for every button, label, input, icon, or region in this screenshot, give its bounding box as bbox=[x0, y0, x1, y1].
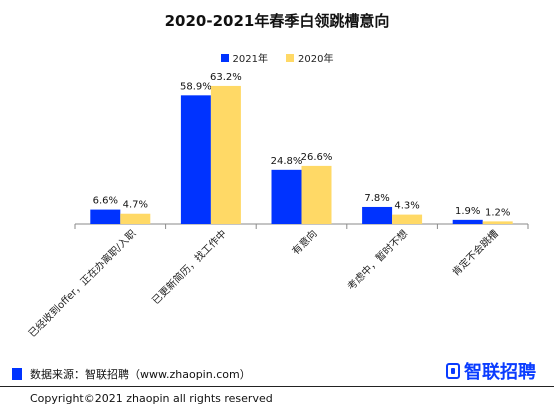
legend-swatch-2021 bbox=[220, 53, 229, 62]
source-text: 数据来源：智联招聘（www.zhaopin.com） bbox=[30, 368, 251, 381]
category-label: 考虑中，暂时不想 bbox=[344, 227, 410, 293]
legend-item-2020: 2020年 bbox=[286, 50, 333, 65]
bar-2021 bbox=[180, 95, 211, 224]
legend-label-2020: 2020年 bbox=[298, 54, 334, 65]
data-label: 58.9% bbox=[180, 81, 212, 92]
chart-legend: 2021年 2020年 bbox=[0, 50, 554, 65]
bar-2020 bbox=[392, 214, 423, 224]
bar-2021 bbox=[452, 219, 483, 224]
category-label: 肯定不会跳槽 bbox=[449, 227, 501, 279]
footer-divider bbox=[0, 386, 554, 387]
brand-name: 智联招聘 bbox=[464, 362, 536, 383]
chart-title: 2020-2021年春季白领跳槽意向 bbox=[164, 12, 390, 30]
copyright-text: Copyright©2021 zhaopin all rights reserv… bbox=[30, 392, 273, 405]
bar-2021 bbox=[362, 206, 393, 224]
data-label: 4.7% bbox=[123, 200, 148, 211]
zhaopin-logo-icon bbox=[446, 363, 460, 379]
legend-label-2021: 2021年 bbox=[232, 54, 268, 65]
bar-2021 bbox=[271, 169, 302, 224]
category-label: 已更新简历，找工作中 bbox=[149, 227, 229, 307]
bar-2020 bbox=[301, 165, 332, 224]
bar-2020 bbox=[210, 85, 241, 224]
data-label: 24.8% bbox=[271, 156, 303, 167]
brand-logo: 智联招聘 bbox=[446, 358, 536, 384]
data-label: 4.3% bbox=[394, 201, 419, 212]
data-label: 26.6% bbox=[301, 152, 333, 163]
data-label: 6.6% bbox=[93, 196, 118, 207]
data-label: 1.2% bbox=[485, 207, 510, 218]
category-label: 已经收到offer，正在办离职/入职 bbox=[26, 227, 139, 340]
data-label: 7.8% bbox=[364, 193, 389, 204]
data-source: 数据来源：智联招聘（www.zhaopin.com） bbox=[12, 366, 251, 382]
source-marker bbox=[12, 368, 22, 380]
category-label: 有意向 bbox=[289, 227, 319, 257]
legend-item-2021: 2021年 bbox=[220, 50, 268, 65]
bar-2021 bbox=[90, 209, 121, 224]
legend-swatch-2020 bbox=[286, 53, 294, 62]
data-label: 63.2% bbox=[210, 72, 242, 83]
bar-2020 bbox=[120, 213, 151, 224]
bar-2020 bbox=[482, 221, 513, 224]
data-label: 1.9% bbox=[455, 206, 480, 217]
